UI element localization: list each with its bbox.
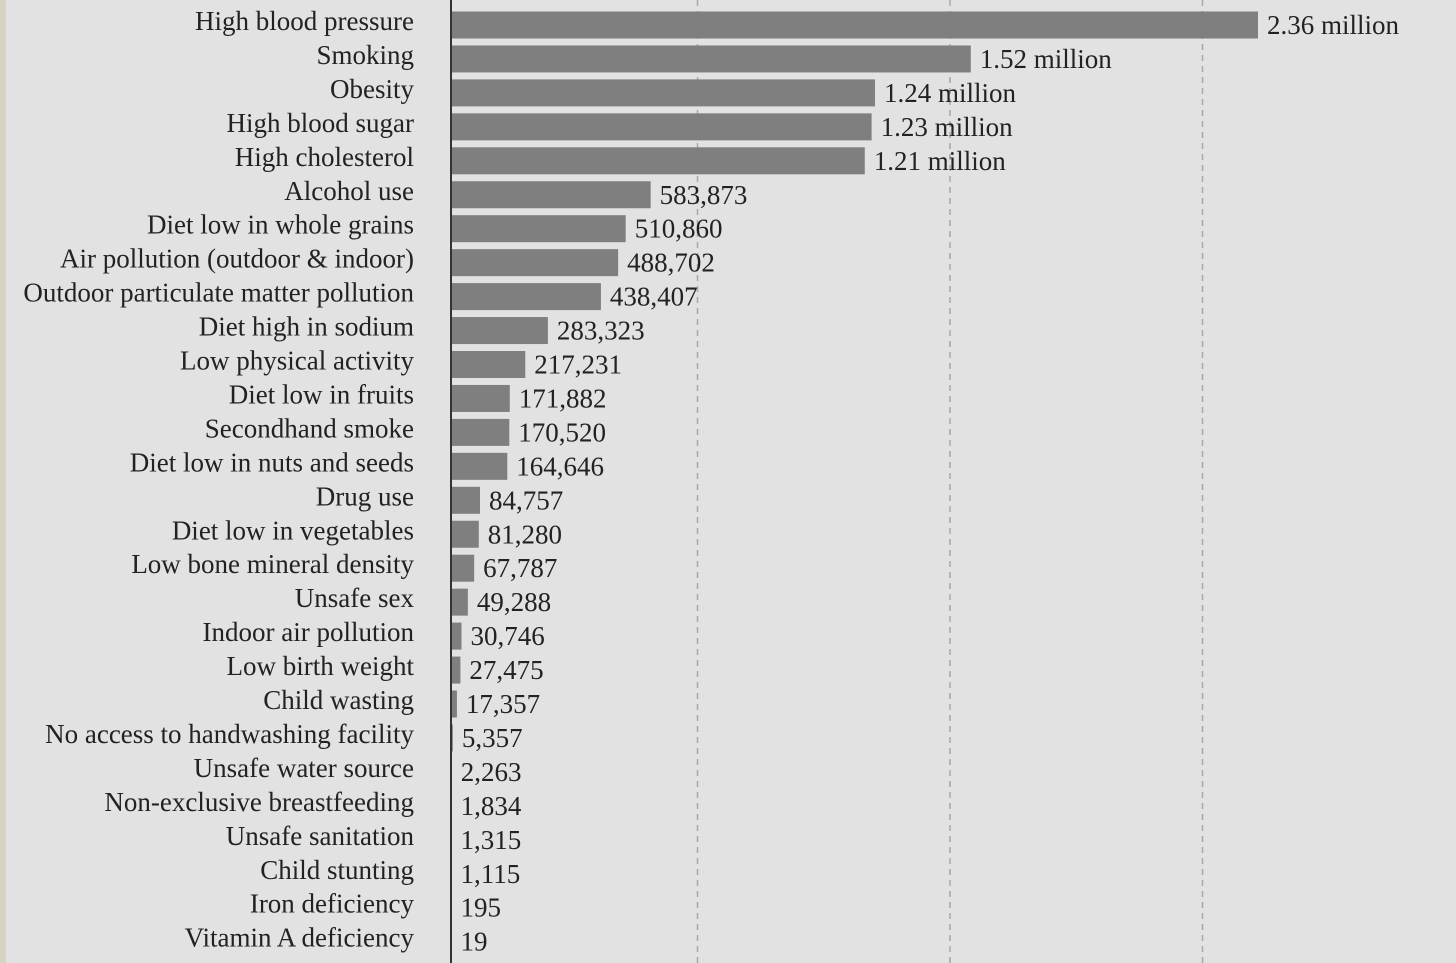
value-label: 217,231 — [534, 350, 622, 380]
category-label: Diet high in sodium — [199, 312, 414, 342]
bar — [451, 351, 526, 378]
value-label: 583,873 — [660, 180, 748, 210]
value-label: 170,520 — [518, 417, 606, 447]
category-label: Smoking — [316, 40, 414, 70]
category-label: Air pollution (outdoor & indoor) — [60, 244, 414, 274]
value-label: 1.52 million — [980, 44, 1113, 74]
category-label: Low bone mineral density — [131, 549, 414, 579]
bar — [451, 418, 510, 446]
category-label: Unsafe sex — [295, 583, 415, 613]
value-label: 488,702 — [627, 248, 715, 278]
edge-stripe — [0, 0, 6, 963]
category-label: Secondhand smoke — [205, 413, 414, 443]
bar — [451, 147, 865, 175]
value-label: 438,407 — [610, 282, 698, 312]
value-label: 1.24 million — [884, 78, 1017, 108]
value-label: 84,757 — [489, 485, 563, 515]
bar — [451, 11, 1258, 39]
category-label: Diet low in vegetables — [172, 515, 414, 545]
bar — [451, 554, 475, 582]
category-label: Indoor air pollution — [203, 617, 415, 647]
category-label: Iron deficiency — [250, 889, 415, 919]
value-label: 17,357 — [466, 689, 540, 719]
category-label: Unsafe sanitation — [226, 821, 415, 851]
bar — [451, 486, 480, 514]
category-label: High cholesterol — [235, 142, 414, 172]
category-label: Diet low in whole grains — [147, 210, 414, 240]
value-label: 67,787 — [483, 553, 557, 583]
bar — [451, 690, 457, 718]
bar — [451, 79, 876, 107]
bar — [451, 452, 508, 480]
bar — [451, 113, 872, 141]
category-label: Child stunting — [260, 855, 414, 885]
category-label: High blood sugar — [227, 108, 414, 138]
category-label: Diet low in fruits — [229, 379, 414, 409]
value-label: 283,323 — [557, 316, 645, 346]
value-label: 2,263 — [461, 757, 522, 787]
category-label: Alcohol use — [284, 176, 414, 206]
bar — [451, 622, 462, 650]
value-label: 1,315 — [461, 825, 522, 855]
value-label: 5,357 — [462, 723, 523, 753]
bar — [451, 317, 548, 345]
category-label: Vitamin A deficiency — [185, 923, 415, 953]
value-label: 1,834 — [461, 791, 522, 821]
bar — [451, 656, 461, 684]
value-label: 19 — [461, 927, 488, 957]
category-label: High blood pressure — [195, 6, 414, 36]
value-label: 27,475 — [469, 655, 543, 685]
category-label: No access to handwashing facility — [45, 719, 414, 749]
bar — [451, 520, 479, 548]
value-label: 49,288 — [477, 587, 551, 617]
value-label: 510,860 — [635, 214, 723, 244]
value-label: 1,115 — [461, 859, 521, 889]
category-label: Diet low in nuts and seeds — [130, 447, 414, 477]
bar — [451, 249, 619, 277]
value-label: 81,280 — [488, 519, 562, 549]
bar — [451, 588, 468, 616]
value-label: 171,882 — [519, 383, 607, 413]
category-label: Unsafe water source — [194, 753, 414, 783]
bar — [451, 384, 510, 412]
value-label: 2.36 million — [1267, 10, 1400, 40]
category-label: Non-exclusive breastfeeding — [104, 787, 414, 817]
bar — [451, 283, 601, 311]
category-label: Outdoor particulate matter pollution — [23, 278, 414, 308]
bar — [451, 181, 651, 209]
value-label: 195 — [461, 893, 502, 923]
value-label: 164,646 — [516, 451, 604, 481]
category-label: Low physical activity — [180, 346, 414, 376]
category-label: Child wasting — [263, 685, 414, 715]
value-label: 30,746 — [471, 621, 545, 651]
value-label: 1.23 million — [881, 112, 1014, 142]
category-label: Obesity — [330, 74, 414, 104]
category-label: Low birth weight — [227, 651, 415, 681]
value-label: 1.21 million — [874, 146, 1007, 176]
category-label: Drug use — [316, 481, 414, 511]
bar — [451, 45, 971, 73]
bar — [451, 215, 626, 243]
